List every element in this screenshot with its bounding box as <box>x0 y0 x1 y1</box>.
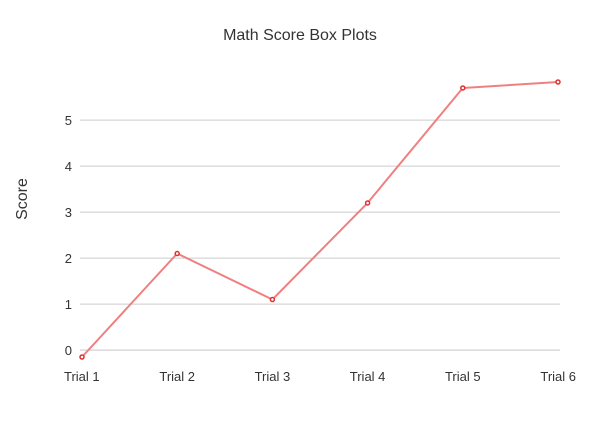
y-axis-label: Score <box>14 178 31 220</box>
x-tick-label-3: Trial 4 <box>350 369 386 384</box>
x-tick-label-5: Trial 6 <box>540 369 576 384</box>
y-tick-label-2: 2 <box>65 251 72 266</box>
x-tick-label-2: Trial 3 <box>255 369 291 384</box>
x-tick-labels: Trial 1 Trial 2 Trial 3 Trial 4 Trial 5 Trial… <box>64 369 576 384</box>
y-tick-label-1: 1 <box>65 297 72 312</box>
data-point-0-4 <box>460 85 466 91</box>
data-point-0-2 <box>269 296 276 303</box>
x-tick-label-0: Trial 1 <box>64 369 100 384</box>
y-tick-label-0: 0 <box>65 343 72 358</box>
data-point-0-1 <box>174 250 180 257</box>
chart-title: Math Score Box Plots <box>223 27 377 44</box>
data-point-0-0 <box>79 354 85 360</box>
x-tick-label-4: Trial 5 <box>445 369 481 384</box>
y-tick-labels: 0 1 2 3 4 5 <box>65 113 72 358</box>
y-tick-label-3: 3 <box>65 205 72 220</box>
series-layer <box>79 79 561 360</box>
x-tick-label-1: Trial 2 <box>159 369 195 384</box>
y-tick-label-5: 5 <box>65 113 72 128</box>
data-point-0-5 <box>555 79 561 85</box>
data-point-0-3 <box>364 200 371 206</box>
series-line-0 <box>81 81 559 358</box>
gridlines <box>80 119 560 351</box>
y-tick-label-4: 4 <box>65 159 72 174</box>
